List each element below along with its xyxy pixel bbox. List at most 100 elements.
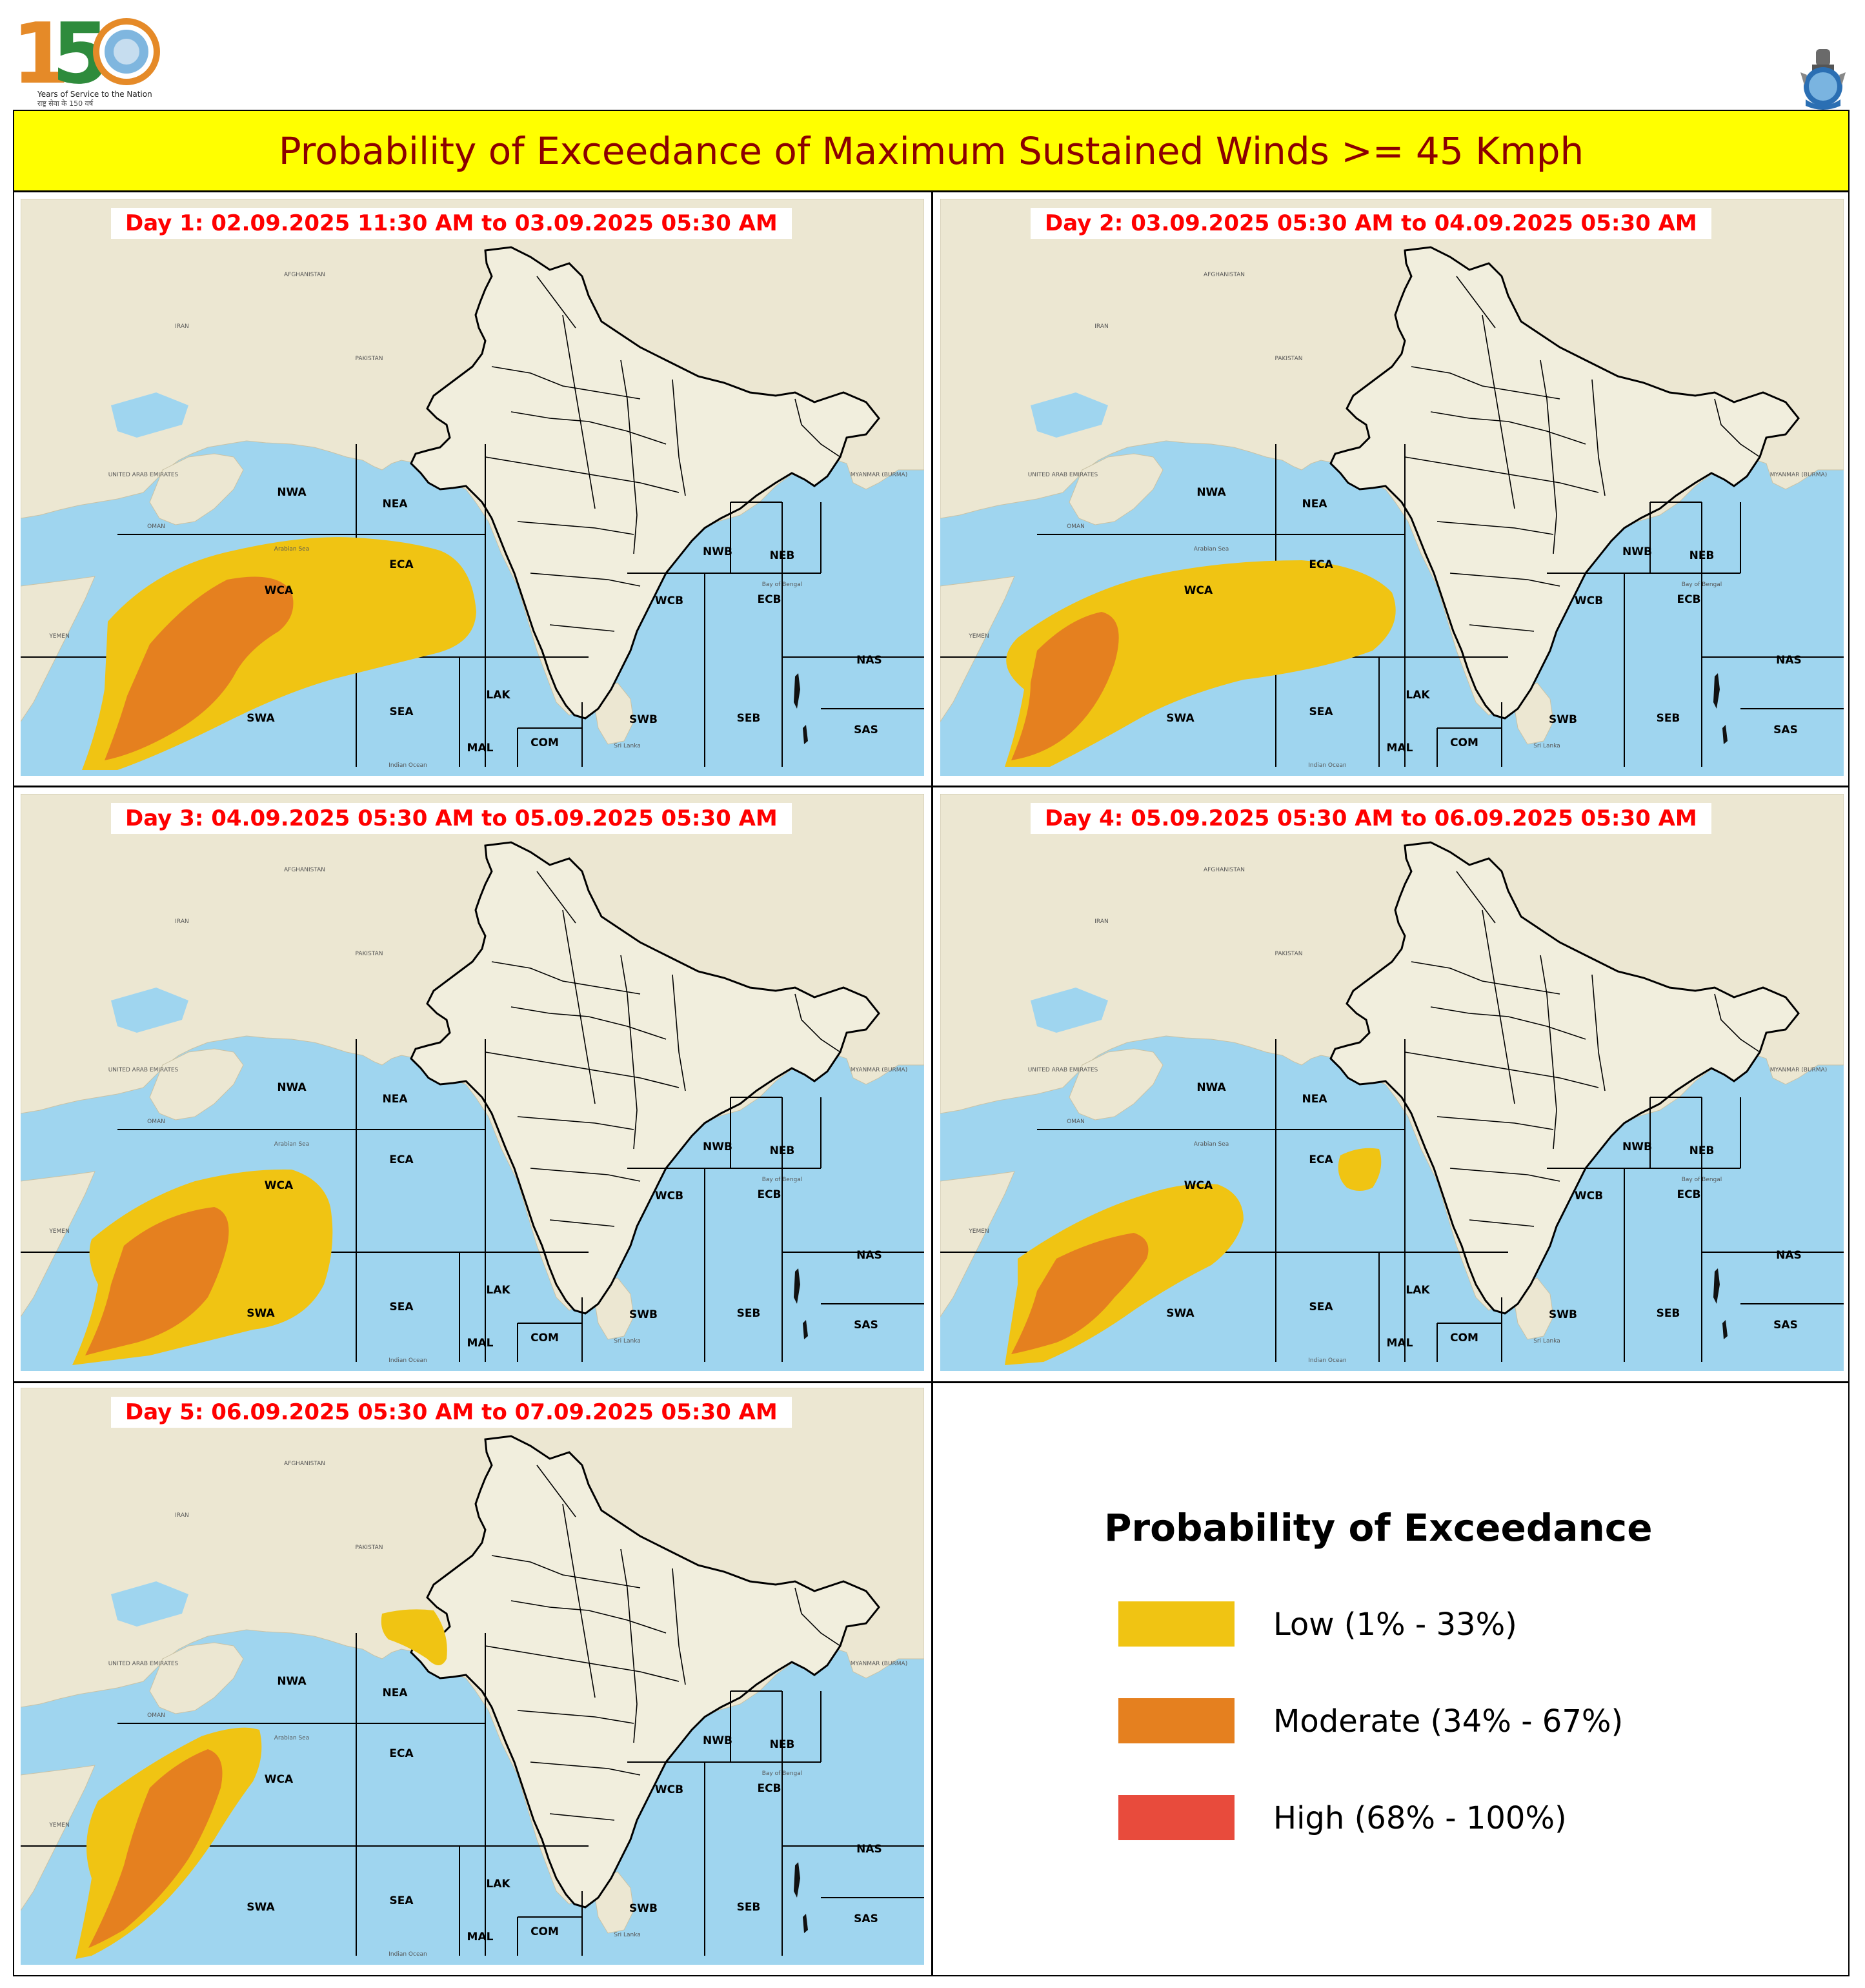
map-label-pakistan: PAKISTAN [1275, 356, 1303, 362]
region-label-sas: SAS [1773, 1319, 1798, 1332]
title-bar: Probability of Exceedance of Maximum Sus… [14, 111, 1848, 192]
state-boundary [549, 624, 615, 632]
region-label-nas: NAS [856, 1843, 882, 1856]
region-label-swb: SWB [629, 1902, 658, 1915]
moderate-probability-area [85, 1207, 229, 1355]
land-mass [149, 1642, 244, 1714]
region-label-nea: NEA [1302, 498, 1328, 511]
state-boundary [620, 360, 638, 554]
region-label-com: COM [1450, 736, 1478, 749]
state-boundary [530, 573, 641, 587]
india-outline [410, 841, 880, 1315]
region-label-eca: ECA [389, 1153, 414, 1166]
region-label-sea: SEA [389, 1301, 414, 1314]
map-label-iran: IRAN [175, 918, 188, 925]
region-label-wcb: WCB [1575, 1190, 1603, 1202]
island [1722, 1320, 1728, 1339]
map-label-myanmar: MYANMAR (BURMA) [1770, 472, 1827, 478]
map-label-sri-lanka: Sri Lanka [614, 743, 641, 749]
state-boundary [1540, 360, 1557, 554]
legend-label-moderate: Moderate (34% - 67%) [1273, 1703, 1624, 1740]
region-label-nas: NAS [1776, 1249, 1802, 1262]
grid-divider [931, 192, 933, 1976]
region-label-swa: SWA [247, 712, 275, 725]
day-label: Day 2: 03.09.2025 05:30 AM to 04.09.2025… [1031, 208, 1711, 239]
region-label-nwa: NWA [277, 486, 307, 499]
legend-item-low: Low (1% - 33%) [1118, 1601, 1699, 1647]
region-label-nwb: NWB [703, 1734, 732, 1747]
state-boundary [536, 1465, 576, 1517]
map-label-afghanistan: AFGHANISTAN [284, 272, 325, 278]
region-label-wca: WCA [1184, 1179, 1213, 1192]
state-boundary [536, 871, 576, 924]
national-emblem-icon [1793, 46, 1853, 111]
map-label-oman: OMAN [147, 1712, 165, 1719]
island [1713, 673, 1720, 709]
region-label-sas: SAS [1773, 724, 1798, 736]
map-label-pakistan: PAKISTAN [356, 356, 383, 362]
land-mass [940, 576, 1015, 722]
map-panel-day-5: NWA NEA ECA WCA SWA SEA LAK MAL COM SWB SEB NWB NEB W… [21, 1388, 924, 1965]
region-label-com: COM [530, 736, 559, 749]
map-panel-day-4: NWA NEA ECA WCA SWA SEA LAK MAL COM SWB SEB NWB NEB W… [940, 794, 1844, 1371]
land-mass [21, 1171, 96, 1317]
map-label-yemen: YEMEN [48, 1228, 69, 1235]
region-label-mal: MAL [467, 742, 494, 755]
region-label-wcb: WCB [1575, 594, 1603, 607]
map-day-4: NWA NEA ECA WCA SWA SEA LAK MAL COM SWB SEB NWB NEB W… [940, 794, 1844, 1371]
map-label-myanmar: MYANMAR (BURMA) [1770, 1067, 1827, 1073]
legend-swatch-moderate [1118, 1698, 1235, 1743]
map-label-indian-ocean: Indian Ocean [1308, 1357, 1346, 1364]
region-label-nas: NAS [1776, 654, 1802, 667]
region-label-wcb: WCB [655, 1190, 683, 1202]
region-label-ecb: ECB [757, 1188, 781, 1201]
map-label-yemen: YEMEN [48, 1822, 69, 1829]
state-boundary [491, 1555, 641, 1588]
state-boundary [510, 1006, 667, 1040]
grid-divider [14, 1381, 1848, 1383]
region-label-swb: SWB [1549, 713, 1577, 726]
region-label-nea: NEA [383, 1093, 408, 1106]
gulf-water [111, 988, 188, 1033]
india-outline [410, 246, 880, 720]
state-boundary [1404, 456, 1599, 493]
state-boundary [1449, 573, 1560, 587]
region-label-sas: SAS [854, 724, 878, 736]
map-label-sri-lanka: Sri Lanka [1533, 743, 1560, 749]
region-label-swa: SWA [1166, 712, 1195, 725]
map-label-bay-of-bengal: Bay of Bengal [762, 1770, 803, 1777]
map-label-pakistan: PAKISTAN [356, 951, 383, 957]
state-boundary [491, 366, 641, 400]
region-label-swa: SWA [247, 1307, 275, 1320]
state-boundary [1714, 993, 1760, 1053]
state-boundary [1591, 974, 1606, 1091]
map-day-3: NWA NEA ECA WCA SWA SEA LAK MAL COM SWB SEB NWB NEB W… [21, 794, 924, 1371]
state-boundary [485, 1645, 680, 1682]
state-boundary [536, 276, 576, 329]
gulf-water [111, 392, 188, 438]
state-boundary [794, 1587, 841, 1647]
moderate-probability-area [1011, 1233, 1149, 1354]
map-label-myanmar: MYANMAR (BURMA) [851, 1067, 907, 1073]
low-probability-area [1005, 560, 1396, 767]
region-label-lak: LAK [486, 1878, 510, 1891]
state-boundary [485, 1051, 680, 1088]
map-label-yemen: YEMEN [968, 633, 989, 640]
region-label-seb: SEB [737, 712, 761, 725]
region-label-sas: SAS [854, 1912, 878, 1925]
state-boundary [485, 456, 680, 493]
day-label: Day 1: 02.09.2025 11:30 AM to 03.09.2025… [111, 208, 792, 239]
state-boundary [1482, 314, 1515, 509]
region-label-neb: NEB [1689, 1144, 1715, 1157]
state-boundary [794, 398, 841, 458]
state-boundary [1540, 955, 1557, 1150]
region-label-wca: WCA [265, 1179, 294, 1192]
state-boundary [672, 379, 686, 496]
legend-title: Probability of Exceedance [1104, 1506, 1653, 1550]
map-label-indian-ocean: Indian Ocean [388, 762, 427, 769]
island [1713, 1268, 1720, 1304]
land-mass [21, 1765, 96, 1911]
legend: Probability of Exceedance Low (1% - 33%)… [933, 1383, 1848, 1975]
island [803, 1320, 808, 1339]
map-label-sri-lanka: Sri Lanka [1533, 1338, 1560, 1344]
